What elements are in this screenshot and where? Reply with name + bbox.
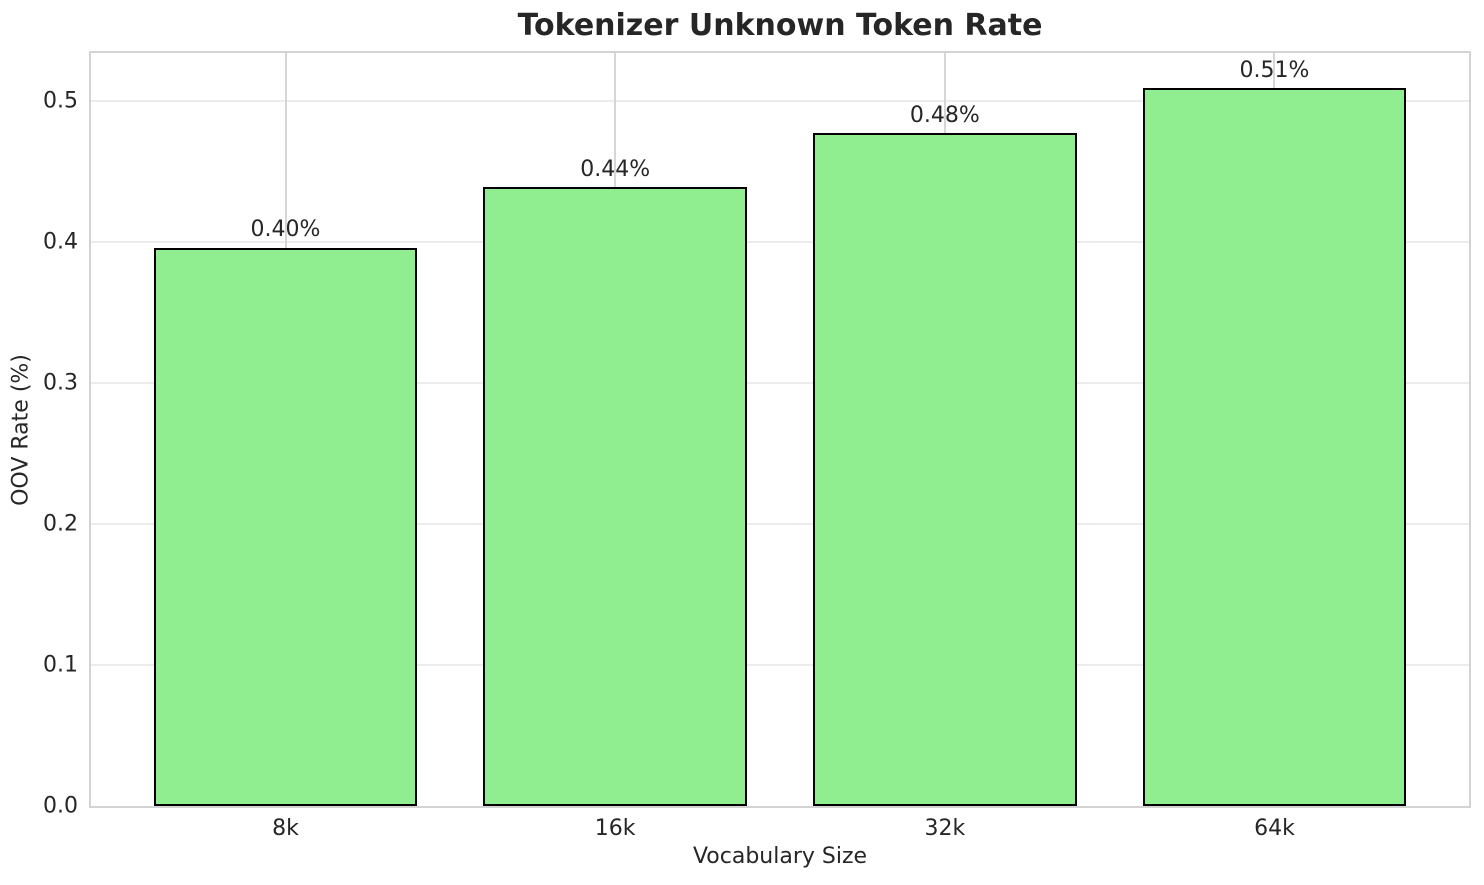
y-tick-label: 0.3 (43, 370, 78, 396)
x-tick-label: 32k (924, 816, 966, 841)
horizontal-gridline (91, 381, 1469, 384)
x-tick-label: 16k (594, 816, 636, 841)
y-tick-label: 0.5 (43, 88, 78, 114)
bar-value-label: 0.44% (580, 156, 651, 182)
y-tick-label: 0.1 (43, 652, 78, 678)
y-tick-label: 0.2 (43, 511, 78, 537)
x-tick-label: 8k (272, 816, 299, 841)
y-tick-label: 0.4 (43, 229, 78, 255)
bar-16k (483, 186, 748, 806)
bar-value-label: 0.51% (1239, 58, 1310, 84)
bar-value-label: 0.40% (250, 217, 321, 243)
bar-value-label: 0.48% (909, 103, 980, 129)
plot-area: 0.40% 0.44% 0.48% 0.51% (89, 51, 1471, 808)
horizontal-gridline (91, 240, 1469, 243)
horizontal-gridline (91, 99, 1469, 102)
horizontal-gridline (91, 522, 1469, 525)
bar-64k (1142, 88, 1407, 806)
horizontal-gridline (91, 664, 1469, 666)
x-axis-label: Vocabulary Size (692, 844, 868, 869)
bar-32k (812, 133, 1077, 806)
bar-8k (153, 247, 418, 806)
chart-title: Tokenizer Unknown Token Rate (517, 8, 1043, 43)
y-tick-label: 0.0 (43, 793, 78, 819)
x-tick-label: 64k (1254, 816, 1295, 841)
